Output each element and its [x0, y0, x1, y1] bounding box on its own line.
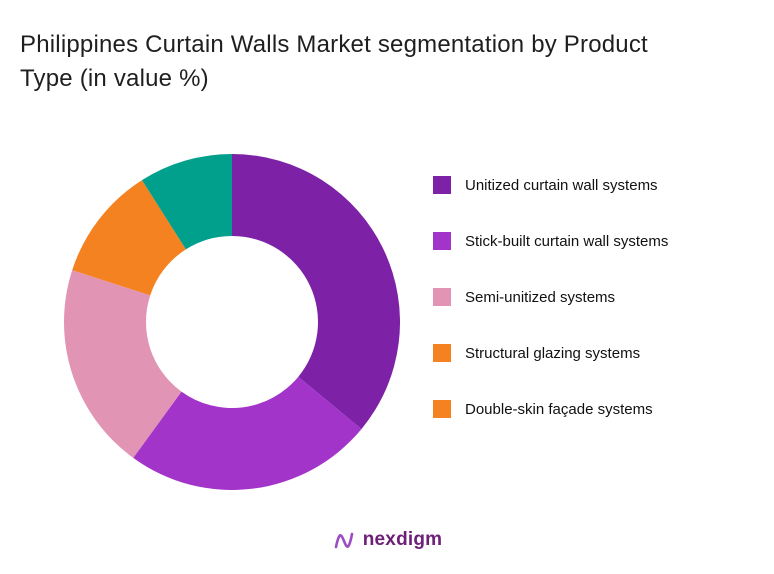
legend-item-4: Structural glazing systems: [433, 344, 668, 362]
legend-item-2: Stick-built curtain wall systems: [433, 232, 668, 250]
donut-chart-svg: [64, 154, 401, 491]
legend-label: Stick-built curtain wall systems: [465, 232, 669, 250]
donut-slice-4: [72, 180, 186, 296]
legend-swatch: [433, 176, 451, 194]
legend-label: Double-skin façade systems: [465, 400, 653, 418]
legend-swatch: [433, 232, 451, 250]
legend-item-3: Semi-unitized systems: [433, 288, 668, 306]
donut-slice-5: [141, 154, 232, 250]
legend-swatch: [433, 288, 451, 306]
legend-label: Unitized curtain wall systems: [465, 176, 658, 194]
legend-swatch: [433, 344, 451, 362]
donut-slice-2: [133, 376, 362, 491]
legend: Unitized curtain wall systems Stick-built…: [433, 176, 668, 418]
donut-slice-3: [64, 270, 182, 458]
brand-name: nexdigm: [362, 529, 443, 550]
legend-label: Semi-unitized systems: [465, 288, 616, 306]
legend-label: Structural glazing systems: [465, 344, 641, 362]
legend-swatch: [433, 400, 451, 418]
legend-item-1: Unitized curtain wall systems: [433, 176, 668, 194]
chart-title: Philippines Curtain Walls Market segment…: [20, 31, 648, 92]
donut-slice-1: [232, 154, 401, 430]
legend-item-5: Double-skin façade systems: [433, 400, 668, 418]
donut-chart: [64, 154, 401, 491]
nexdigm-logo-icon: [332, 528, 356, 552]
brand-footer: nexdigm: [0, 528, 774, 552]
